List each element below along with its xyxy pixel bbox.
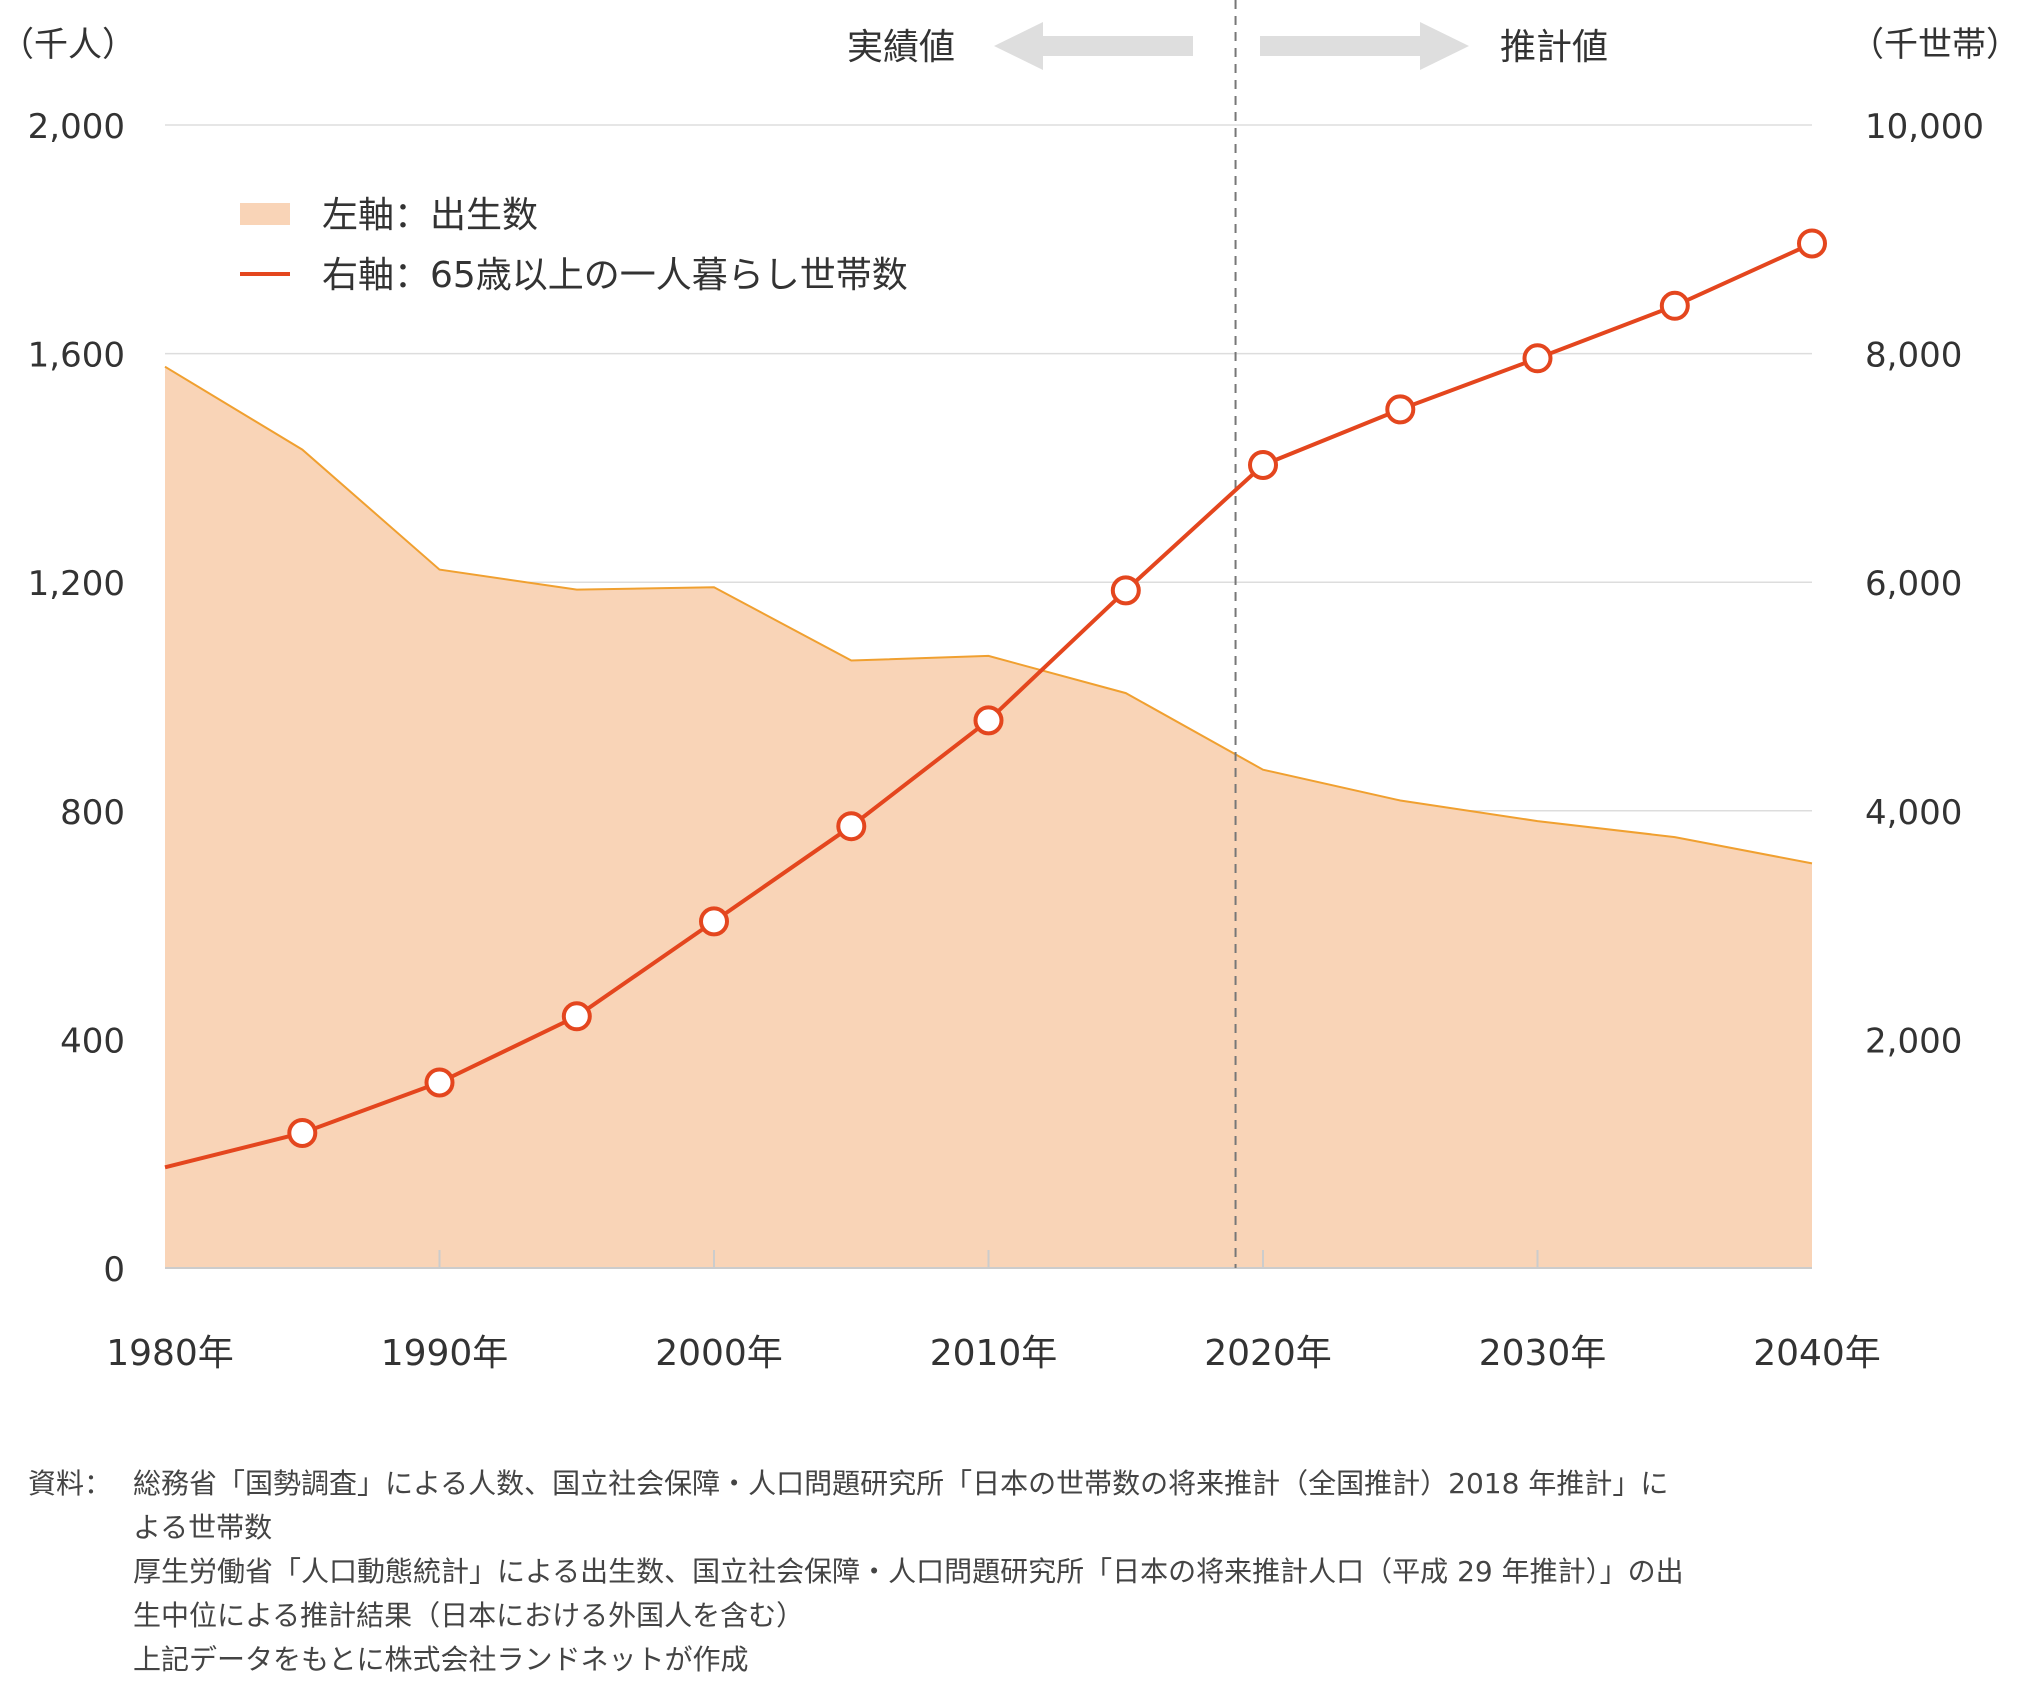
left-axis-ticks: 0 400 800 1,200 1,600 2,000 xyxy=(28,107,125,1290)
forecast-label: 推計値 xyxy=(1500,27,1608,68)
left-tick-label: 2,000 xyxy=(28,107,125,147)
x-tick-label: 2010年 xyxy=(930,1333,1058,1374)
left-tick-label: 1,600 xyxy=(28,336,125,376)
x-tick-label: 2030年 xyxy=(1479,1333,1607,1374)
data-point xyxy=(1248,450,1278,480)
left-tick-label: 1,200 xyxy=(28,564,125,604)
right-tick-label: 8,000 xyxy=(1865,336,1962,376)
source-body: 総務省「国勢調査」による人数、国立社会保障・人口問題研究所「日本の世帯数の将来推… xyxy=(133,1462,2018,1682)
data-point xyxy=(1110,575,1141,606)
right-axis-ticks: 2,000 4,000 6,000 8,000 10,000 xyxy=(1865,107,1984,1061)
actual-label: 実績値 xyxy=(847,27,955,68)
phase-indicator: 実績値 推計値 xyxy=(847,22,1608,70)
data-point xyxy=(287,1118,318,1148)
data-point xyxy=(1659,290,1690,321)
births-area xyxy=(165,366,1812,1268)
left-axis-unit: （千人） xyxy=(0,25,136,65)
left-tick-label: 800 xyxy=(60,793,125,833)
x-axis-ticks xyxy=(438,1250,1539,1268)
legend: 左軸：出生数 右軸：65歳以上の一人暮らし世帯数 xyxy=(240,195,908,296)
right-tick-label: 6,000 xyxy=(1865,564,1962,604)
source-line: 上記データをもとに株式会社ランドネットが作成 xyxy=(133,1643,749,1676)
right-tick-label: 4,000 xyxy=(1865,793,1962,833)
elderly-single-households-points xyxy=(287,228,1827,1148)
data-point xyxy=(1522,343,1553,374)
x-tick-label: 1980年 xyxy=(106,1333,234,1374)
x-tick-label: 2020年 xyxy=(1204,1333,1332,1374)
data-point xyxy=(836,811,867,842)
left-tick-label: 400 xyxy=(60,1021,125,1061)
source-line: 総務省「国勢調査」による人数、国立社会保障・人口問題研究所「日本の世帯数の将来推… xyxy=(133,1467,1669,1500)
data-point xyxy=(561,1001,592,1032)
source-note: 資料： 総務省「国勢調査」による人数、国立社会保障・人口問題研究所「日本の世帯数… xyxy=(28,1462,2018,1682)
x-tick-label: 2040年 xyxy=(1753,1333,1881,1374)
x-axis-labels: 1980年 1990年 2000年 2010年 2020年 2030年 2040年 xyxy=(106,1333,1881,1374)
legend-births-label: 左軸：出生数 xyxy=(322,195,538,236)
right-axis-unit: （千世帯） xyxy=(1850,25,2020,65)
source-label: 資料： xyxy=(28,1467,113,1500)
right-arrow-icon xyxy=(1260,22,1469,70)
legend-households-label: 右軸：65歳以上の一人暮らし世帯数 xyxy=(322,255,908,296)
source-line: 生中位による推計結果（日本における外国人を含む） xyxy=(133,1599,805,1632)
data-point xyxy=(973,705,1004,736)
right-tick-label: 2,000 xyxy=(1865,1021,1962,1061)
left-tick-label: 0 xyxy=(103,1250,125,1290)
data-point xyxy=(1385,394,1416,425)
left-arrow-icon xyxy=(994,22,1193,70)
data-point xyxy=(1797,228,1827,259)
chart: （千人） （千世帯） 0 400 800 1,200 1,600 2,000 2,000 4… xyxy=(0,0,2020,1374)
x-tick-label: 2000年 xyxy=(655,1333,783,1374)
births-line xyxy=(164,365,1813,865)
legend-area-swatch xyxy=(240,203,290,225)
data-point xyxy=(424,1067,455,1098)
x-tick-label: 1990年 xyxy=(381,1333,509,1374)
right-tick-label: 10,000 xyxy=(1865,107,1984,147)
source-line: よる世帯数 xyxy=(133,1511,273,1544)
data-point xyxy=(699,906,729,937)
source-line: 厚生労働省「人口動態統計」による出生数、国立社会保障・人口問題研究所「日本の将来… xyxy=(133,1555,1684,1588)
